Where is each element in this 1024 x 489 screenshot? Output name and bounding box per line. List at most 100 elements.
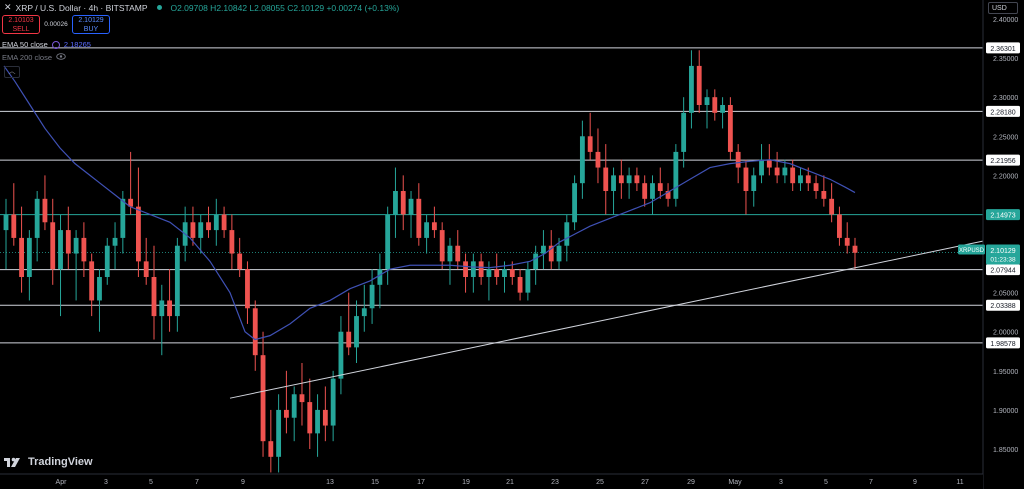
ema50-settings-icon[interactable] xyxy=(51,40,60,49)
candle-body xyxy=(221,214,227,231)
candle-body xyxy=(65,230,71,254)
x-tick-label: 11 xyxy=(956,479,963,486)
sell-price: 2.10103 xyxy=(8,17,34,24)
candle-body xyxy=(689,65,694,113)
candle-body xyxy=(572,183,578,223)
candle-body xyxy=(97,277,102,301)
candle-body xyxy=(307,402,313,434)
level-price-tag xyxy=(986,42,1020,54)
candle-body xyxy=(502,269,507,277)
candle-body xyxy=(642,183,648,199)
candle-body xyxy=(821,191,827,199)
ema50-value: 2.18265 xyxy=(63,40,91,49)
x-tick-label: 19 xyxy=(462,479,470,486)
candle-body xyxy=(852,245,858,253)
candle-body xyxy=(564,222,570,246)
candle-body xyxy=(463,261,468,277)
candle-body xyxy=(782,167,788,176)
x-tick-label: 5 xyxy=(149,479,153,486)
candle-body xyxy=(595,151,601,168)
candle-body xyxy=(11,214,17,238)
candle-body xyxy=(198,222,204,238)
xrp-icon[interactable]: ✕ xyxy=(4,2,12,12)
candle-body xyxy=(424,222,430,238)
sell-button[interactable]: 2.10103 SELL xyxy=(2,15,40,34)
y-tick-label: 2.30000 xyxy=(993,95,1018,102)
candle-body xyxy=(541,245,546,254)
candle-body xyxy=(720,105,726,113)
x-tick-label: 29 xyxy=(687,479,695,486)
candle-body xyxy=(447,245,453,262)
level-price-tag xyxy=(986,337,1020,349)
x-tick-label: 3 xyxy=(779,479,783,486)
candle-body xyxy=(837,214,842,238)
candle-body xyxy=(268,441,274,457)
candle-body xyxy=(229,230,235,254)
x-tick-label: 17 xyxy=(417,479,425,486)
candle-body xyxy=(681,112,687,152)
currency-selector[interactable]: USD xyxy=(988,2,1018,14)
candle-body xyxy=(167,300,172,317)
candle-body xyxy=(556,245,562,262)
candle-body xyxy=(291,394,297,418)
candle-body xyxy=(517,277,523,293)
current-price-label: 2.10129 xyxy=(990,248,1015,255)
candle-body xyxy=(759,159,764,176)
ema50-label: EMA 50 close xyxy=(2,40,48,49)
ema50-legend[interactable]: EMA 50 close 2.18265 xyxy=(2,40,91,49)
x-tick-label: 13 xyxy=(326,479,334,486)
x-tick-label: 23 xyxy=(551,479,559,486)
x-tick-label: 27 xyxy=(641,479,649,486)
level-price-label: 2.07944 xyxy=(990,268,1015,275)
candle-body xyxy=(393,191,398,215)
candle-body xyxy=(151,277,157,317)
eye-hidden-icon[interactable] xyxy=(56,53,66,62)
buy-price: 2.10129 xyxy=(78,17,104,24)
candle-body xyxy=(159,300,165,317)
candle-body xyxy=(135,206,141,262)
y-tick-label: 1.90000 xyxy=(993,408,1018,415)
candle-body xyxy=(237,253,243,270)
candle-body xyxy=(844,237,850,246)
ema200-legend[interactable]: EMA 200 close xyxy=(2,53,66,62)
level-price-label: 1.98578 xyxy=(990,341,1015,348)
candle-body xyxy=(338,331,344,379)
candle-body xyxy=(665,191,671,199)
symbol-title[interactable]: XRP / U.S. Dollar · 4h · BITSTAMP xyxy=(15,2,148,13)
candle-body xyxy=(322,409,328,426)
collapse-legend-icon[interactable]: ︿ xyxy=(4,66,20,78)
buy-button[interactable]: 2.10129 BUY xyxy=(72,15,110,34)
candle-body xyxy=(26,237,32,277)
candle-body xyxy=(330,378,336,426)
candle-body xyxy=(766,159,772,168)
y-tick-label: 2.20000 xyxy=(993,173,1018,180)
symbol-tag xyxy=(958,244,985,255)
candle-body xyxy=(673,151,679,199)
candle-body xyxy=(120,198,126,238)
candle-body xyxy=(283,409,289,418)
price-axis[interactable] xyxy=(983,0,1024,489)
candle-body xyxy=(626,175,632,184)
candle-body xyxy=(533,253,539,270)
candle-body xyxy=(657,183,663,191)
candle-body xyxy=(58,230,63,270)
x-tick-label: 9 xyxy=(913,479,917,486)
x-tick-label: 15 xyxy=(371,479,379,486)
candle-body xyxy=(611,175,616,191)
level-price-label: 2.28180 xyxy=(990,109,1015,116)
level-price-label: 2.36301 xyxy=(990,46,1015,53)
x-tick-label: 7 xyxy=(195,479,199,486)
level-price-tag xyxy=(986,264,1020,276)
time-axis[interactable] xyxy=(0,474,983,489)
candle-body xyxy=(213,214,219,231)
candle-body xyxy=(603,167,609,191)
candle-body xyxy=(579,136,585,184)
candle-body xyxy=(89,261,95,301)
candle-body xyxy=(81,237,87,262)
y-tick-label: 2.05000 xyxy=(993,291,1018,298)
candle-body xyxy=(509,269,515,277)
candle-body xyxy=(416,198,422,238)
candle-body xyxy=(455,245,461,262)
y-tick-label: 2.00000 xyxy=(993,330,1018,337)
